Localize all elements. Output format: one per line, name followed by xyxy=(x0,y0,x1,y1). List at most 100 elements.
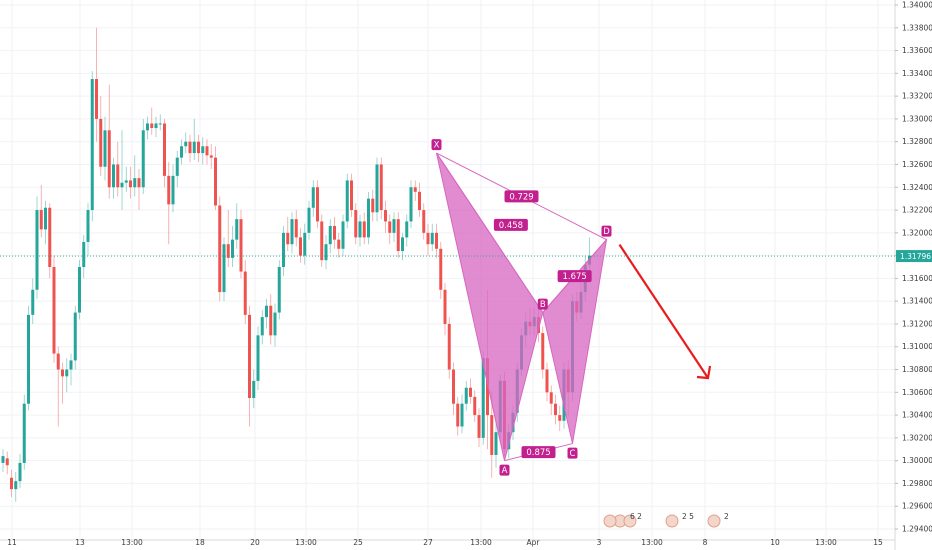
candle-body xyxy=(39,210,43,230)
event-flag-icon xyxy=(623,514,637,528)
ratio-bd-box xyxy=(557,270,592,283)
y-tick-label: 1.29400 xyxy=(902,525,932,534)
candle-body xyxy=(56,353,60,370)
candle-body xyxy=(307,207,311,233)
candle-body xyxy=(452,369,455,404)
y-tick-label: 1.34000 xyxy=(902,1,932,10)
y-tick-label: 1.30600 xyxy=(902,388,932,397)
candle-body xyxy=(447,323,451,370)
candle-body xyxy=(324,244,328,261)
candle-body xyxy=(48,207,52,267)
candle-body xyxy=(371,198,375,213)
candle-body xyxy=(133,178,137,188)
event-badge-count: 2 5 xyxy=(682,512,694,521)
x-tick-label: 20 xyxy=(250,538,260,547)
x-tick-label: 13:00 xyxy=(470,538,492,547)
y-tick-label: 1.29600 xyxy=(902,502,932,511)
candle-body xyxy=(333,225,336,240)
candle-body xyxy=(460,403,464,427)
candle-body xyxy=(103,130,107,167)
candle-body xyxy=(107,130,111,188)
x-tick-label: 13:00 xyxy=(295,538,317,547)
candle-body xyxy=(154,123,158,129)
x-tick-label: 8 xyxy=(703,538,708,547)
y-tick-label: 1.29800 xyxy=(902,479,932,488)
projection-arrowhead xyxy=(696,365,712,380)
projection-arrow-line xyxy=(618,244,709,379)
candle-body xyxy=(171,175,175,205)
candle-body xyxy=(158,123,162,125)
y-tick-label: 1.33000 xyxy=(902,114,932,123)
candle-body xyxy=(328,225,332,245)
candle-body xyxy=(401,237,404,252)
x-tick-label: 11 xyxy=(7,538,17,547)
candle-body xyxy=(481,358,485,438)
candle-body xyxy=(282,232,285,267)
candle-body xyxy=(65,369,69,377)
candle-body xyxy=(354,210,358,238)
candle-body xyxy=(226,244,230,258)
candle-body xyxy=(235,219,239,240)
ratio-xb: 0.458 xyxy=(499,221,523,231)
candle-body xyxy=(129,180,132,188)
candle-body xyxy=(464,387,468,404)
x-tick-label: 3 xyxy=(597,538,602,547)
candle-body xyxy=(490,415,494,455)
grid-lines xyxy=(0,0,895,540)
x-tick-label: 13:00 xyxy=(121,538,143,547)
candle-body xyxy=(99,118,103,167)
candle-body xyxy=(469,387,472,397)
x-tick-label: 13 xyxy=(75,538,85,547)
y-tick-label: 1.32600 xyxy=(902,160,932,169)
candle-body xyxy=(303,232,307,256)
candle-body xyxy=(27,314,30,404)
ratio-ac-box xyxy=(521,446,556,459)
candle-body xyxy=(554,403,557,416)
candle-body xyxy=(384,210,387,222)
candle-body xyxy=(209,155,213,158)
candle-body xyxy=(477,415,481,438)
candle-body xyxy=(10,477,13,490)
candle-body xyxy=(494,432,498,455)
y-tick-label: 1.32200 xyxy=(902,206,932,215)
x-tick-label: 13:00 xyxy=(815,538,837,547)
candle-body xyxy=(473,396,477,416)
candle-body xyxy=(422,210,426,233)
y-tick-label: 1.30000 xyxy=(902,456,932,465)
candle-body xyxy=(260,317,264,336)
point-d: D xyxy=(603,227,610,237)
y-tick-label: 1.31400 xyxy=(902,297,932,306)
price-axis: 1.34000 1.33800 1.33600 1.33400 1.33200 1.330… xyxy=(0,1,932,534)
candle-body xyxy=(418,191,421,211)
y-tick-label: 1.33400 xyxy=(902,69,932,78)
y-tick-label: 1.32800 xyxy=(902,137,932,146)
point-b: B xyxy=(540,300,546,310)
candle-body xyxy=(545,369,549,393)
x-tick-label: 10 xyxy=(770,538,780,547)
y-tick-label: 1.31200 xyxy=(902,319,932,328)
candle-body xyxy=(90,79,94,211)
candle-body xyxy=(184,141,188,147)
x-tick-label: 25 xyxy=(353,538,363,547)
candle-body xyxy=(218,205,222,293)
candle-body xyxy=(175,157,179,176)
candle-body xyxy=(112,164,115,188)
event-flag-icon xyxy=(707,514,721,528)
candle-body xyxy=(150,123,154,129)
candle-body xyxy=(1,456,5,463)
current-price-label: 1.31796 xyxy=(900,252,931,261)
candle-body xyxy=(388,221,392,233)
candle-body xyxy=(167,175,171,205)
candle-body xyxy=(116,164,120,188)
y-tick-label: 1.32400 xyxy=(902,183,932,192)
candle-body xyxy=(362,221,366,238)
point-x-box xyxy=(431,139,442,151)
x-tick-label: 15 xyxy=(873,538,883,547)
point-a-box xyxy=(499,464,510,476)
event-flag-icon xyxy=(603,514,617,528)
candle-body xyxy=(350,180,353,211)
candle-body xyxy=(120,182,124,188)
ratio-xd-box xyxy=(504,190,539,203)
